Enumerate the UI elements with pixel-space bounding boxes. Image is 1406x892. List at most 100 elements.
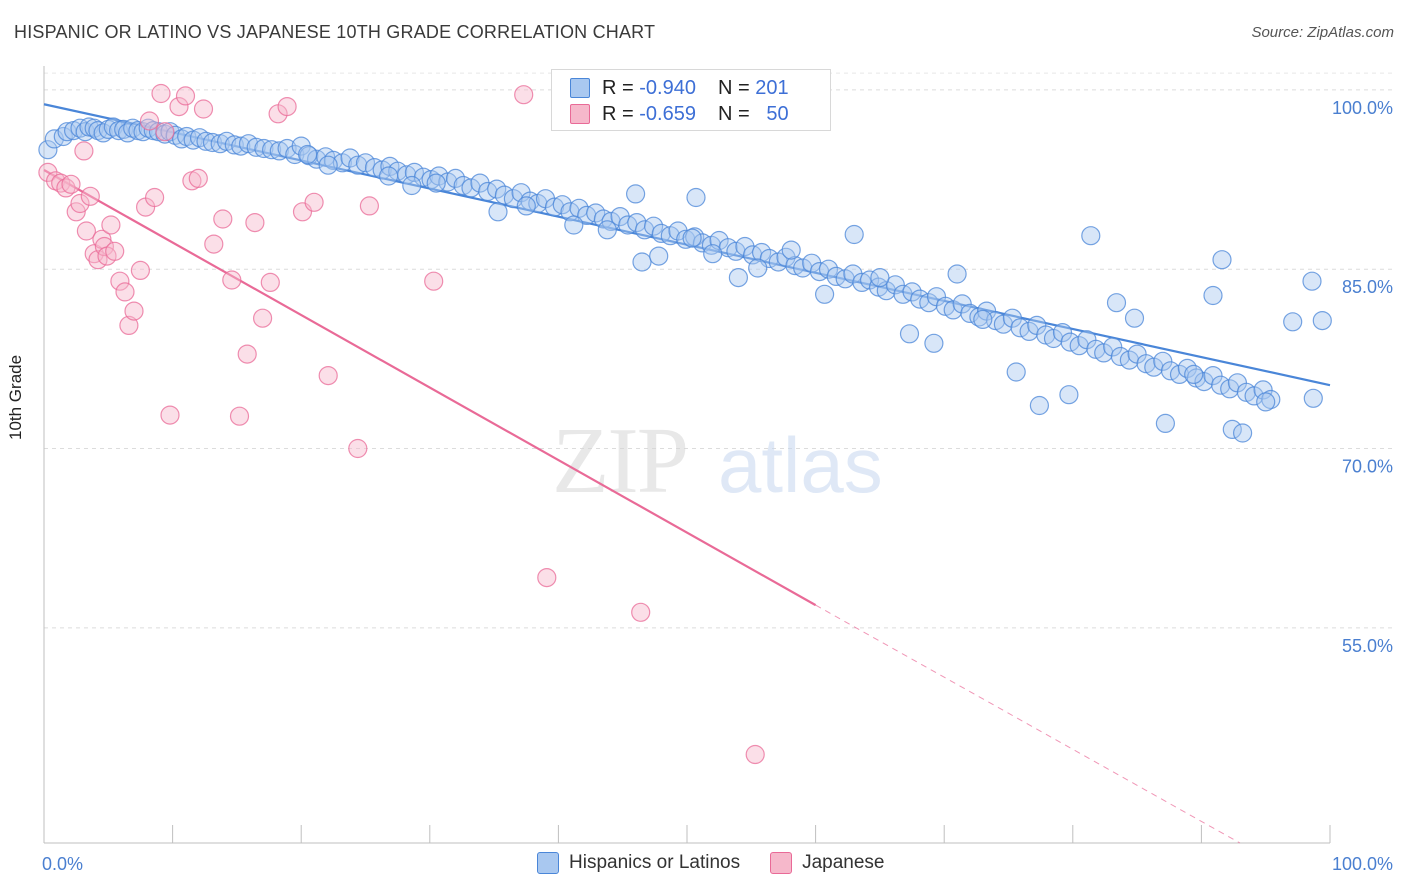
data-point xyxy=(1222,419,1242,439)
data-point xyxy=(74,141,94,161)
points-layer xyxy=(38,83,1332,765)
legend-swatch-japanese xyxy=(770,852,793,874)
data-point xyxy=(246,137,266,157)
data-point xyxy=(973,309,993,329)
data-point xyxy=(193,99,214,119)
data-point xyxy=(38,140,58,160)
data-point xyxy=(348,438,368,459)
data-point xyxy=(586,203,606,223)
data-point xyxy=(119,315,139,335)
y-tick-label: 70.0% xyxy=(1342,457,1393,477)
data-point xyxy=(133,122,153,142)
data-point xyxy=(355,153,376,173)
data-point xyxy=(1283,312,1303,332)
data-point xyxy=(870,268,890,288)
data-point xyxy=(253,308,273,328)
data-point xyxy=(188,168,208,188)
data-point xyxy=(260,272,280,292)
data-point xyxy=(318,155,338,175)
data-point xyxy=(1124,308,1145,328)
legend-label-japanese: Japanese xyxy=(802,852,885,873)
data-point xyxy=(516,196,536,216)
data-point xyxy=(597,220,617,240)
data-point xyxy=(544,197,565,217)
data-point xyxy=(424,271,444,291)
legend-n-value: 50 xyxy=(766,102,789,125)
stats-legend: R = -0.940 N = 201 R = -0.659 N = 50 xyxy=(551,69,831,131)
trend-line-japanese xyxy=(43,169,817,607)
data-point xyxy=(1184,364,1204,384)
legend-r-label: R = xyxy=(602,76,634,99)
legend-item-japanese: Japanese xyxy=(770,852,885,874)
series-hispanic-points xyxy=(38,117,1332,443)
data-point xyxy=(304,192,324,212)
data-point xyxy=(196,131,216,151)
legend-label-hispanic: Hispanics or Latinos xyxy=(569,852,741,873)
watermark: ZIP atlas xyxy=(552,409,883,513)
data-point xyxy=(1253,380,1273,400)
data-point xyxy=(1103,337,1123,357)
legend-n-label: N = xyxy=(717,102,750,125)
data-point xyxy=(1232,423,1253,443)
legend-n-label: N = xyxy=(717,76,750,99)
tick-labels: 100.0% 85.0% 70.0% 55.0% 0.0% 100.0% xyxy=(42,98,1393,874)
data-point xyxy=(115,282,135,302)
data-point xyxy=(728,268,749,288)
data-point xyxy=(453,175,473,196)
data-point xyxy=(564,215,584,235)
series-legend: Hispanics or Latinos Japanese xyxy=(537,852,915,874)
data-point xyxy=(537,567,557,588)
data-point xyxy=(139,111,160,131)
data-point xyxy=(254,138,274,159)
data-point xyxy=(745,744,765,765)
data-point xyxy=(237,344,257,364)
data-point xyxy=(902,282,922,302)
data-point xyxy=(204,234,224,254)
series-japanese-points xyxy=(38,83,765,765)
data-point xyxy=(1302,271,1322,291)
data-point xyxy=(348,155,368,175)
data-point xyxy=(70,193,90,214)
data-point xyxy=(175,86,196,106)
data-point xyxy=(488,202,508,222)
x-tick-label-min: 0.0% xyxy=(42,854,83,874)
legend-row-japanese: R = -0.659 N = 50 xyxy=(570,101,789,127)
data-point xyxy=(364,158,385,178)
legend-swatch-japanese xyxy=(570,104,590,124)
data-point xyxy=(93,123,113,143)
data-point xyxy=(1029,395,1050,416)
data-point xyxy=(686,187,706,208)
chart-source: Source: ZipAtlas.com xyxy=(1251,24,1394,41)
data-point xyxy=(202,132,223,153)
data-point xyxy=(1312,311,1332,331)
data-point xyxy=(1203,285,1223,306)
data-point xyxy=(1303,388,1323,408)
legend-row-hispanic: R = -0.940 N = 201 xyxy=(570,75,789,101)
data-point xyxy=(426,173,446,193)
y-tick-label: 85.0% xyxy=(1342,277,1393,297)
data-point xyxy=(785,256,805,276)
data-point xyxy=(298,144,318,165)
data-point xyxy=(56,178,76,198)
data-point xyxy=(110,271,130,291)
data-point xyxy=(947,264,967,284)
data-point xyxy=(222,270,242,290)
data-point xyxy=(1212,250,1232,270)
x-tick-label-max: 100.0% xyxy=(1332,854,1393,874)
data-point xyxy=(625,184,646,204)
legend-item-hispanic: Hispanics or Latinos xyxy=(537,852,740,874)
data-point xyxy=(402,175,422,196)
data-point xyxy=(643,216,664,236)
trend-lines xyxy=(43,103,1331,844)
data-point xyxy=(269,141,289,161)
data-point xyxy=(1002,308,1023,328)
data-point xyxy=(1106,293,1127,313)
data-point xyxy=(445,168,466,188)
y-tick-label: 100.0% xyxy=(1332,98,1393,118)
data-point xyxy=(748,258,768,278)
data-point xyxy=(751,242,772,263)
data-point xyxy=(631,602,651,622)
data-point xyxy=(703,244,723,264)
data-point xyxy=(844,224,864,245)
